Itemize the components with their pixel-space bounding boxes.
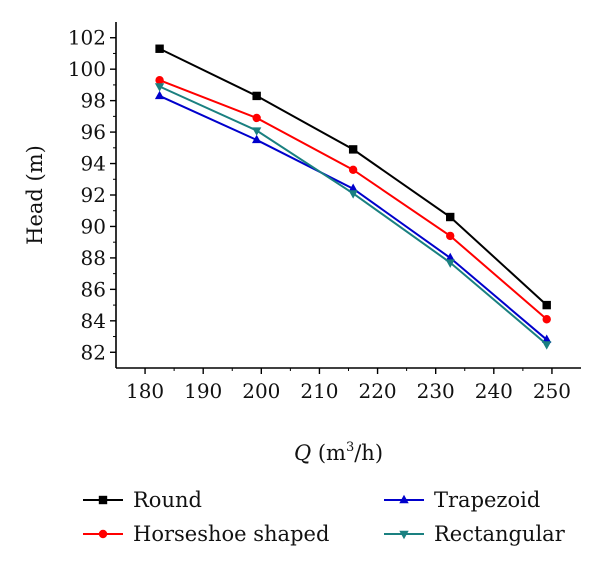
data-point-trapezoid — [348, 183, 358, 192]
series-line-rectangular — [159, 85, 548, 346]
legend-item-trapezoid: Trapezoid — [384, 488, 540, 512]
x-tick-label: 230 — [417, 379, 455, 403]
legend-label-horseshoe-shaped: Horseshoe shaped — [133, 522, 329, 546]
y-tick-label: 82 — [81, 340, 106, 364]
y-tick-label: 100 — [68, 57, 106, 81]
legend-label-round: Round — [133, 488, 202, 512]
y-tick-label: 88 — [81, 246, 106, 270]
legend-item-round: Round — [83, 488, 202, 512]
x-tick-label: 200 — [242, 379, 280, 403]
data-point-horseshoe-shaped — [542, 315, 551, 324]
x-tick-label: 240 — [475, 379, 513, 403]
data-point-trapezoid — [445, 252, 455, 262]
series-line-round — [159, 47, 548, 306]
data-point-trapezoid — [251, 134, 262, 144]
series-round — [155, 44, 551, 310]
data-point-rectangular — [251, 127, 262, 136]
series-lines — [154, 44, 552, 350]
y-tick-label: 94 — [81, 152, 106, 176]
y-tick-label: 92 — [81, 183, 106, 207]
legend-marker-trapezoid — [399, 494, 409, 504]
data-point-round — [446, 212, 455, 222]
data-point-horseshoe-shaped — [348, 165, 358, 175]
x-tick-label: 210 — [300, 379, 338, 403]
data-point-horseshoe-shaped — [446, 231, 455, 241]
y-tick-label: 98 — [81, 89, 106, 113]
data-point-trapezoid — [154, 90, 165, 100]
y-tick-label: 90 — [81, 214, 106, 238]
data-point-rectangular — [154, 83, 165, 92]
data-point-round — [252, 91, 261, 101]
x-axis-label-close: /h) — [354, 441, 383, 465]
x-axis-label-variable: Q — [294, 441, 311, 465]
data-point-round — [542, 300, 551, 310]
data-point-horseshoe-shaped — [252, 113, 261, 123]
data-point-rectangular — [445, 259, 455, 268]
y-tick-label: 96 — [81, 120, 106, 144]
legend-item-rectangular: Rectangular — [384, 522, 566, 546]
x-tick-label: 220 — [358, 379, 396, 403]
x-tick-label: 250 — [533, 379, 571, 403]
legend-marker-rectangular — [399, 530, 409, 540]
x-axis-label: Q (m3/h) — [294, 440, 383, 465]
y-axis-label: Head (m) — [23, 145, 47, 245]
data-point-round — [155, 44, 164, 53]
series-line-horseshoe-shaped — [159, 79, 548, 321]
series-rectangular — [154, 83, 552, 350]
axis-labels: Head (m) Q (m3/h) — [23, 145, 383, 465]
x-tick-label: 180 — [126, 379, 164, 403]
x-tick-label: 190 — [184, 379, 222, 403]
legend-label-rectangular: Rectangular — [434, 522, 566, 546]
legend-marker-horseshoe-shaped — [98, 529, 108, 539]
series-horseshoe-shaped — [155, 75, 551, 324]
y-tick-label: 86 — [81, 277, 106, 301]
legend-marker-round — [98, 495, 108, 505]
axes: 82 84 86 88 90 92 94 96 98 100 102 180 190 200 210 220 2… — [68, 22, 581, 403]
data-point-rectangular — [348, 190, 358, 199]
series-trapezoid — [154, 90, 552, 343]
legend-item-horseshoe-shaped: Horseshoe shaped — [83, 522, 329, 546]
data-point-trapezoid — [542, 334, 552, 343]
data-point-round — [348, 145, 358, 154]
legend-label-trapezoid: Trapezoid — [434, 488, 540, 512]
x-axis-label-open: (m — [311, 441, 346, 465]
data-point-horseshoe-shaped — [155, 75, 164, 85]
x-axis-label-superscript: 3 — [346, 440, 354, 455]
series-line-trapezoid — [159, 95, 548, 341]
data-point-rectangular — [542, 341, 552, 350]
y-tick-label: 84 — [81, 309, 106, 333]
legend: Round Horseshoe shaped Trapezoid Rectangula… — [83, 488, 566, 546]
y-tick-label: 102 — [68, 26, 106, 50]
